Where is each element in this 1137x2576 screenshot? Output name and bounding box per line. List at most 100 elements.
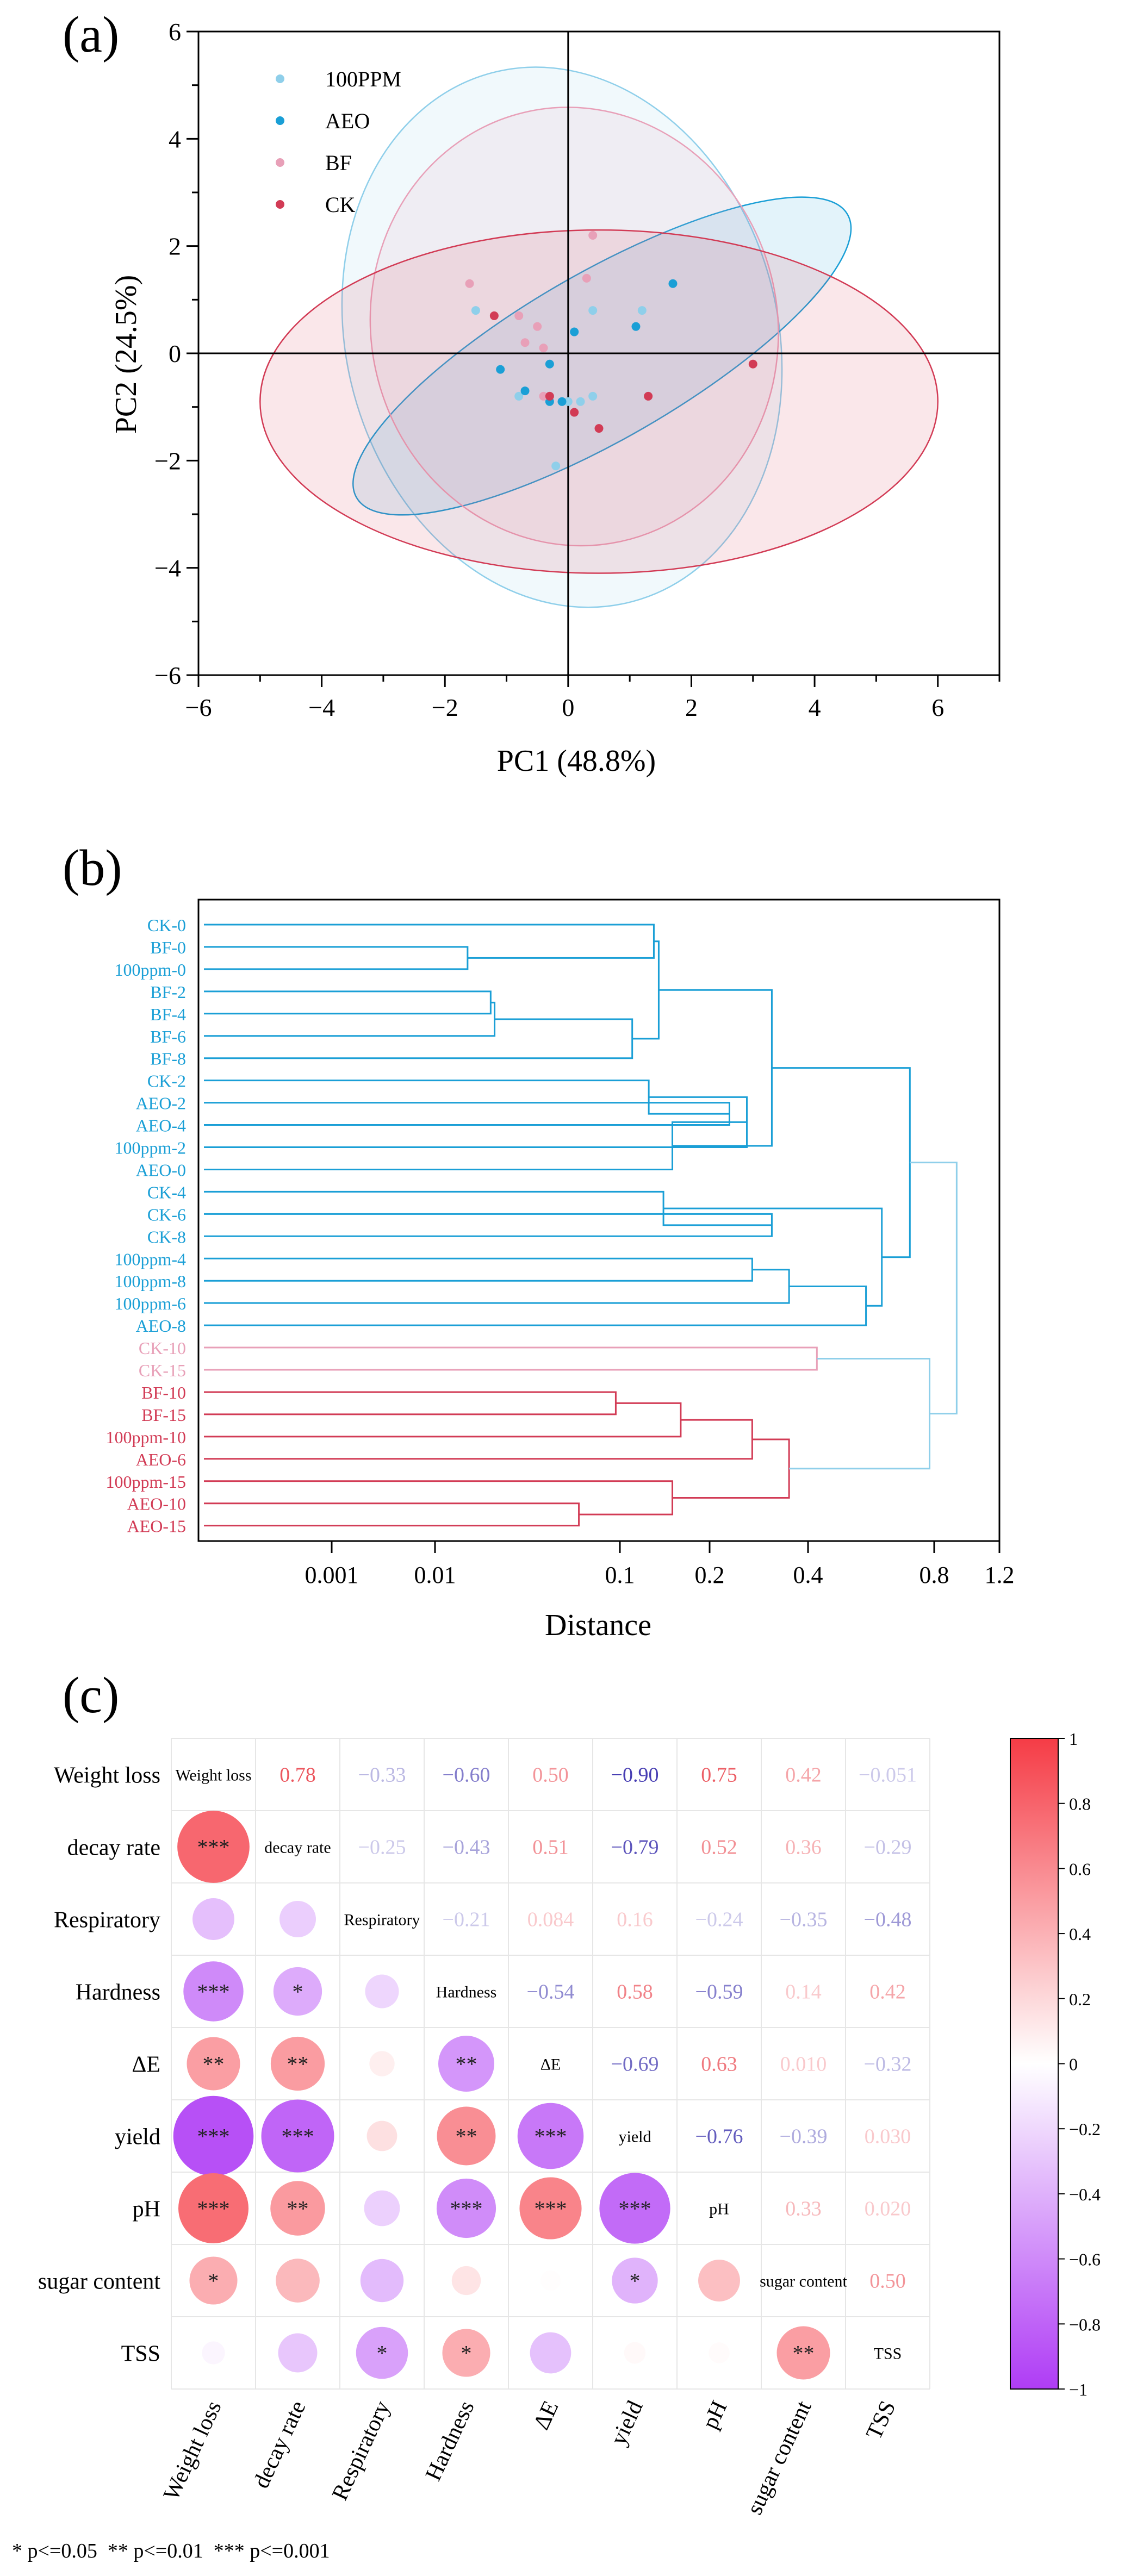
column-label: Weight loss bbox=[159, 2397, 227, 2504]
correlation-value: 0.63 bbox=[701, 2053, 737, 2076]
data-point-aeo bbox=[631, 322, 641, 331]
column-label: sugar content bbox=[742, 2397, 817, 2518]
leaf-label: BF-4 bbox=[150, 1005, 186, 1024]
data-point-aeo bbox=[496, 365, 505, 374]
correlation-circle bbox=[698, 2260, 740, 2301]
correlation-circle bbox=[187, 2037, 240, 2091]
column-label: decay rate bbox=[248, 2397, 310, 2492]
correlation-value: −0.32 bbox=[864, 2053, 912, 2076]
correlation-circle bbox=[189, 2256, 238, 2305]
data-point-ck bbox=[570, 408, 579, 417]
diagonal-label: Weight loss bbox=[175, 1767, 251, 1785]
significance-stars: * bbox=[208, 2269, 219, 2293]
x-tick-label-a: −2 bbox=[432, 694, 458, 721]
correlation-value: −0.59 bbox=[695, 1981, 743, 2004]
correlation-value: 0.020 bbox=[865, 2198, 911, 2221]
y-tick-label-a: −6 bbox=[154, 662, 181, 689]
row-label: Respiratory bbox=[54, 1908, 160, 1933]
leaf-label: CK-0 bbox=[147, 915, 186, 935]
dendrogram-branch bbox=[658, 989, 773, 1147]
dendrogram-branch bbox=[772, 1067, 911, 1258]
y-tick-label-a: −4 bbox=[154, 554, 181, 582]
significance-stars: *** bbox=[197, 2124, 230, 2149]
row-label: decay rate bbox=[67, 1836, 160, 1861]
significance-stars: *** bbox=[535, 2197, 567, 2221]
legend-marker-aeo bbox=[276, 116, 284, 125]
leaf-label: BF-6 bbox=[150, 1027, 186, 1046]
y-tick-label-a: −2 bbox=[154, 447, 181, 475]
correlation-value: 0.75 bbox=[701, 1764, 737, 1787]
data-point-ck bbox=[644, 391, 653, 401]
dendrogram-branch bbox=[204, 1121, 747, 1170]
column-labels-c: Weight loss decay rate Respiratory Hardness… bbox=[159, 2397, 901, 2518]
y-tick-label-a: 6 bbox=[169, 18, 181, 46]
correlation-value: 0.14 bbox=[785, 1981, 822, 2004]
correlation-value: 0.010 bbox=[780, 2053, 827, 2076]
correlation-value: 0.33 bbox=[785, 2198, 822, 2221]
significance-stars: * bbox=[377, 2341, 388, 2366]
dendrogram-branch bbox=[204, 1001, 496, 1037]
data-point-ck bbox=[748, 359, 757, 369]
y-tick-label-a: 2 bbox=[169, 233, 181, 260]
significance-stars: *** bbox=[619, 2197, 651, 2221]
data-point-bf bbox=[514, 311, 524, 320]
dendrogram-branch bbox=[204, 1096, 748, 1148]
correlation-value: −0.24 bbox=[695, 1908, 743, 1931]
leaf-label: AEO-10 bbox=[127, 1494, 186, 1514]
row-label: TSS bbox=[121, 2342, 160, 2367]
significance-stars: ** bbox=[456, 2124, 477, 2149]
correlation-circle bbox=[612, 2257, 658, 2304]
correlation-value: −0.90 bbox=[611, 1764, 659, 1787]
correlation-circle bbox=[438, 2036, 494, 2092]
colorbar-tick-label: −0.6 bbox=[1069, 2250, 1101, 2269]
data-point-aeo bbox=[668, 279, 678, 288]
data-point-100ppm bbox=[514, 391, 524, 401]
data-point-ck bbox=[594, 424, 604, 433]
leaf-label: 100ppm-6 bbox=[114, 1294, 186, 1313]
data-point-100ppm bbox=[576, 397, 585, 406]
correlation-circle bbox=[279, 1901, 316, 1937]
dendrogram-branch bbox=[204, 990, 492, 1015]
dendrogram-branch bbox=[204, 1391, 617, 1415]
legend-marker-bf bbox=[276, 158, 284, 167]
data-point-bf bbox=[533, 322, 542, 331]
x-tick-label-a: 0 bbox=[562, 694, 574, 721]
diagonal-label: TSS bbox=[874, 2345, 902, 2363]
correlation-value: 0.50 bbox=[869, 2270, 906, 2293]
axes-b: 0.001 0.01 0.1 0.2 0.4 0.8 1.2 bbox=[305, 1541, 1015, 1588]
correlation-circle bbox=[364, 2190, 400, 2226]
significance-stars: * bbox=[461, 2341, 472, 2366]
data-point-aeo bbox=[570, 327, 579, 336]
leaf-label: AEO-2 bbox=[136, 1094, 186, 1113]
colorbar-tick-label: −0.8 bbox=[1069, 2315, 1101, 2334]
leaf-label: BF-10 bbox=[141, 1383, 186, 1402]
correlation-value: 0.030 bbox=[865, 2125, 911, 2148]
correlation-value: −0.29 bbox=[864, 1836, 912, 1859]
panel-b-label: (b) bbox=[63, 840, 122, 896]
dendrogram-branch bbox=[672, 1438, 790, 1499]
legend-label: CK bbox=[325, 192, 356, 217]
dendrogram-branch bbox=[632, 940, 660, 1040]
correlation-circle bbox=[437, 2106, 496, 2166]
data-point-bf bbox=[539, 391, 548, 401]
correlation-circle bbox=[178, 2173, 248, 2243]
x-tick-label-b: 0.001 bbox=[305, 1562, 359, 1588]
correlation-value: 0.51 bbox=[532, 1836, 569, 1859]
colorbar-tick-label: 0.4 bbox=[1069, 1924, 1091, 1944]
leaf-label: 100ppm-8 bbox=[114, 1271, 186, 1291]
colorbar-tick-label: 1 bbox=[1069, 1729, 1078, 1749]
data-point-bf bbox=[539, 344, 548, 353]
dendrogram-branch bbox=[204, 1419, 753, 1460]
legend-label: AEO bbox=[325, 109, 370, 133]
leaf-label: AEO-15 bbox=[127, 1517, 186, 1536]
y-axis-label-a: PC2 (24.5%) bbox=[109, 275, 143, 434]
leaf-label: CK-6 bbox=[147, 1205, 186, 1224]
dendrogram-branch bbox=[204, 1269, 790, 1304]
colorbar-bar bbox=[1010, 1738, 1059, 2390]
significance-stars: *** bbox=[197, 1980, 230, 2004]
panel-b-dendrogram: (b) CK-0 BF-0 100ppm-0BF-2 BF-4 BF-6 BF-8CK-2… bbox=[63, 840, 1015, 1642]
x-tick-label-a: 6 bbox=[931, 694, 944, 721]
column-label: TSS bbox=[861, 2397, 900, 2443]
correlation-value: −0.21 bbox=[443, 1908, 490, 1931]
